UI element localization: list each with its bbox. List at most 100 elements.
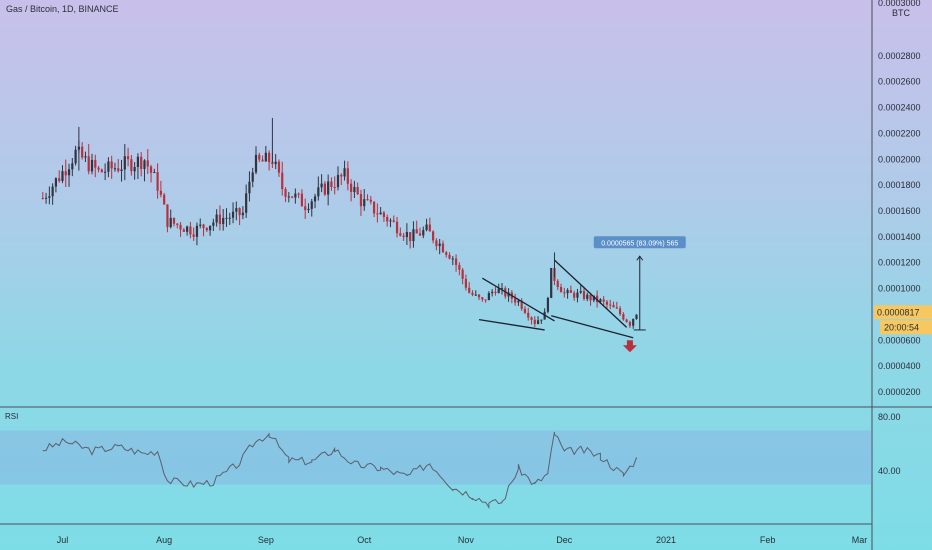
- candle-body: [231, 211, 235, 218]
- down-arrow-icon: [622, 340, 637, 353]
- time-tick-label: Sep: [258, 535, 274, 545]
- candle-body: [74, 149, 77, 164]
- candle-body: [445, 252, 448, 255]
- candle-body: [533, 319, 536, 324]
- price-tick-label: 0.0001000: [878, 284, 921, 294]
- candle-body: [330, 181, 333, 188]
- candle-body: [264, 152, 267, 162]
- candle-body: [415, 229, 418, 234]
- candle-body: [245, 193, 248, 213]
- rsi-line: [42, 431, 637, 510]
- price-tick-label: 0.0002200: [878, 128, 921, 138]
- candle-body: [487, 293, 490, 301]
- candle-body: [51, 186, 54, 197]
- pattern-drawings: 0.0000565 (83.09%) 565: [478, 236, 686, 353]
- candle-body: [48, 196, 51, 198]
- candle-body: [346, 168, 349, 184]
- candle-body: [586, 294, 589, 299]
- candle-body: [386, 217, 389, 222]
- candle-body: [281, 172, 284, 190]
- candle-body: [317, 187, 320, 197]
- candle-body: [602, 299, 605, 302]
- candle-body: [458, 264, 461, 270]
- candle-body: [44, 197, 48, 199]
- candle-body: [90, 159, 94, 172]
- candle-body: [382, 212, 386, 218]
- price-unit-label: BTC: [892, 8, 911, 18]
- countdown-label: 20:00:54: [884, 323, 919, 333]
- candle-body: [87, 156, 90, 172]
- candle-body: [556, 280, 559, 287]
- candle-body: [235, 208, 238, 212]
- candle-body: [261, 159, 264, 162]
- candle-body: [596, 295, 599, 302]
- candle-body: [363, 199, 366, 207]
- candle-body: [202, 224, 205, 228]
- candle-body: [559, 286, 563, 293]
- candle-body: [399, 233, 402, 236]
- candle-body: [271, 162, 274, 165]
- candle-body: [166, 204, 169, 228]
- candle-body: [117, 168, 120, 172]
- candle-body: [576, 292, 579, 298]
- candle-body: [225, 217, 228, 219]
- candle-body: [409, 232, 412, 242]
- candle-body: [625, 319, 628, 323]
- time-tick-label: Oct: [357, 535, 372, 545]
- candle-body: [254, 154, 258, 173]
- candle-body: [251, 172, 254, 182]
- candle-body: [169, 217, 172, 228]
- candle-body: [481, 297, 484, 300]
- candle-body: [133, 166, 136, 172]
- candle-body: [435, 240, 438, 247]
- candle-body: [605, 301, 609, 305]
- wedge-1-upper-line: [481, 277, 555, 322]
- candle-body: [71, 163, 74, 170]
- time-tick-label: Mar: [852, 535, 868, 545]
- candle-body: [149, 166, 153, 173]
- measure-label: 0.0000565 (83.09%) 565: [601, 240, 678, 247]
- candle-body: [238, 208, 241, 216]
- candle-body: [343, 168, 346, 177]
- candle-body: [94, 159, 97, 168]
- candle-body: [153, 172, 156, 174]
- candle-body: [474, 294, 477, 296]
- candle-body: [156, 172, 159, 191]
- candle-body: [294, 193, 297, 198]
- candle-body: [530, 317, 533, 320]
- candle-body: [274, 161, 277, 165]
- candle-body: [350, 183, 353, 193]
- candle-body: [379, 212, 382, 215]
- candle-body: [336, 174, 340, 188]
- candle-body: [107, 161, 110, 172]
- candle-body: [353, 186, 356, 193]
- time-tick-label: Aug: [156, 535, 172, 545]
- candle-body: [412, 229, 415, 242]
- candle-body: [573, 292, 576, 298]
- price-tick-label: 0.0000600: [878, 335, 921, 345]
- candle-body: [448, 254, 451, 259]
- candle-body: [205, 227, 208, 231]
- candle-body: [287, 196, 290, 198]
- candle-body: [356, 186, 359, 195]
- candle-body: [41, 198, 44, 200]
- candle-body: [123, 156, 126, 170]
- candle-body: [54, 178, 58, 187]
- price-tick-label: 0.0001800: [878, 180, 921, 190]
- candle-body: [451, 258, 454, 260]
- candle-body: [163, 194, 166, 205]
- axes: 0.0000200 0.0000400 0.0000600 0.0001000 0.00…: [57, 0, 932, 545]
- candle-body: [517, 300, 520, 303]
- candle-body: [100, 169, 103, 173]
- rsi-tick-label: 80.00: [878, 412, 901, 422]
- candle-body: [454, 258, 458, 265]
- candle-body: [212, 222, 215, 226]
- candle-body: [104, 171, 107, 173]
- candle-body: [290, 196, 294, 198]
- rsi-panel: [0, 430, 872, 510]
- candle-body: [208, 225, 212, 231]
- candle-body: [146, 160, 149, 167]
- candle-body: [523, 308, 527, 313]
